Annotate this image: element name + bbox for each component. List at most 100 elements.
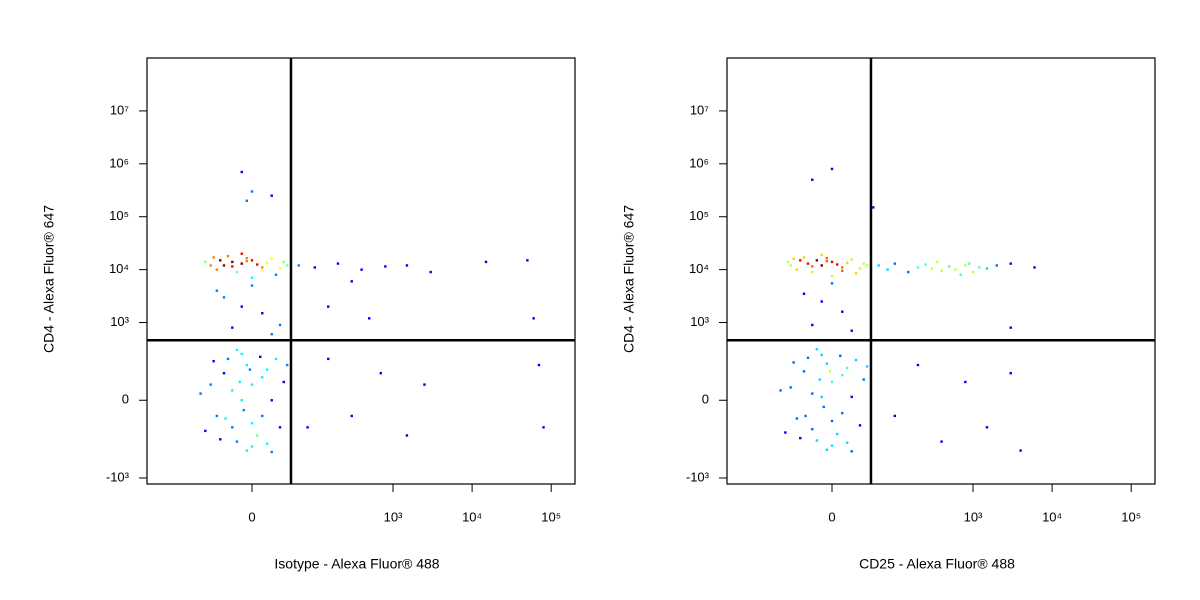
event-dot [830,282,834,285]
event-dot [845,441,849,444]
event-dot [212,359,215,363]
x-tick-label: 10⁴ [462,509,482,524]
event-dot [219,259,222,262]
event-dot [830,444,834,447]
event-dot [811,178,814,181]
event-dot [327,305,330,308]
event-dot [270,194,273,197]
event-dot [250,259,254,262]
event-dot [1009,371,1012,375]
y-tick-label: 10³ [690,314,709,329]
event-dot [916,363,920,367]
event-dot [250,383,254,386]
event-dot [835,432,839,436]
event-dot [818,378,821,381]
event-dot [964,380,967,384]
event-dot [484,260,488,264]
event-dot [240,399,243,402]
y-tick-label: 10⁷ [690,102,709,117]
y-tick-label: 10⁵ [109,208,129,223]
event-dot [850,329,853,332]
event-dot [835,263,839,266]
event-dot [850,395,853,399]
plot-frame [726,57,1156,485]
event-dot [240,170,243,174]
event-dot [804,414,807,418]
event-dot [822,405,825,409]
event-dot [240,252,243,255]
event-dot [830,167,834,171]
event-dot [240,352,243,356]
event-dot [261,266,264,269]
event-dot [1033,266,1036,269]
event-dot [930,267,933,270]
event-dot [278,323,282,327]
event-dot [841,373,844,377]
event-dot [231,260,234,264]
event-dot [368,317,371,320]
x-tick-label: 0 [248,509,255,524]
event-dot [865,365,869,368]
event-dot [282,380,285,384]
event-dot [245,199,249,203]
event-dot [270,450,273,454]
event-dot [209,264,212,267]
event-dot [815,259,819,262]
event-dot [845,366,849,370]
event-dot [811,265,814,268]
event-dot [261,269,264,273]
event-dot [215,414,219,418]
event-dot [222,371,226,375]
event-dot [1009,326,1012,329]
event-dot [245,259,249,263]
event-dot [839,354,842,358]
event-dot [379,371,382,375]
event-dot [285,264,289,267]
x-tick-label: 10³ [964,509,983,524]
y-tick-label: 10⁷ [110,102,129,117]
event-dot [238,380,241,384]
event-dot [265,261,269,264]
x-tick-label: 10⁵ [1121,509,1141,524]
event-dot [270,333,273,336]
event-dot [231,265,234,268]
event-dot [261,414,264,418]
event-dot [841,310,844,313]
plot-frame [146,57,576,485]
event-dot [954,268,957,271]
event-dot [784,431,787,434]
event-dot [405,264,409,267]
event-dot [231,389,234,392]
event-dot [845,261,849,264]
event-dot [231,426,234,429]
event-dot [865,264,869,267]
event-dot [820,264,823,267]
event-dot [850,450,853,453]
event-dot [542,426,545,429]
event-dot [250,190,254,193]
event-dot [893,262,896,265]
event-dot [924,263,927,266]
event-dot [893,414,896,418]
event-dot [250,276,254,280]
event-dot [802,256,806,259]
event-dot [786,260,790,264]
event-dot [862,262,865,265]
event-dot [841,266,844,269]
event-dot [806,356,810,360]
y-tick-label: 10⁵ [689,208,709,223]
event-dot [854,272,858,275]
event-dot [779,389,782,392]
event-dot [215,289,219,292]
event-dot [240,262,243,265]
event-dot [1019,449,1022,452]
y-tick-label: -10³ [106,469,130,484]
event-dot [532,317,535,320]
event-dot [1009,262,1012,265]
event-dot [226,357,230,361]
event-dot [820,253,823,257]
event-dot [235,440,239,443]
event-dot [795,417,799,420]
event-dot [964,264,967,267]
